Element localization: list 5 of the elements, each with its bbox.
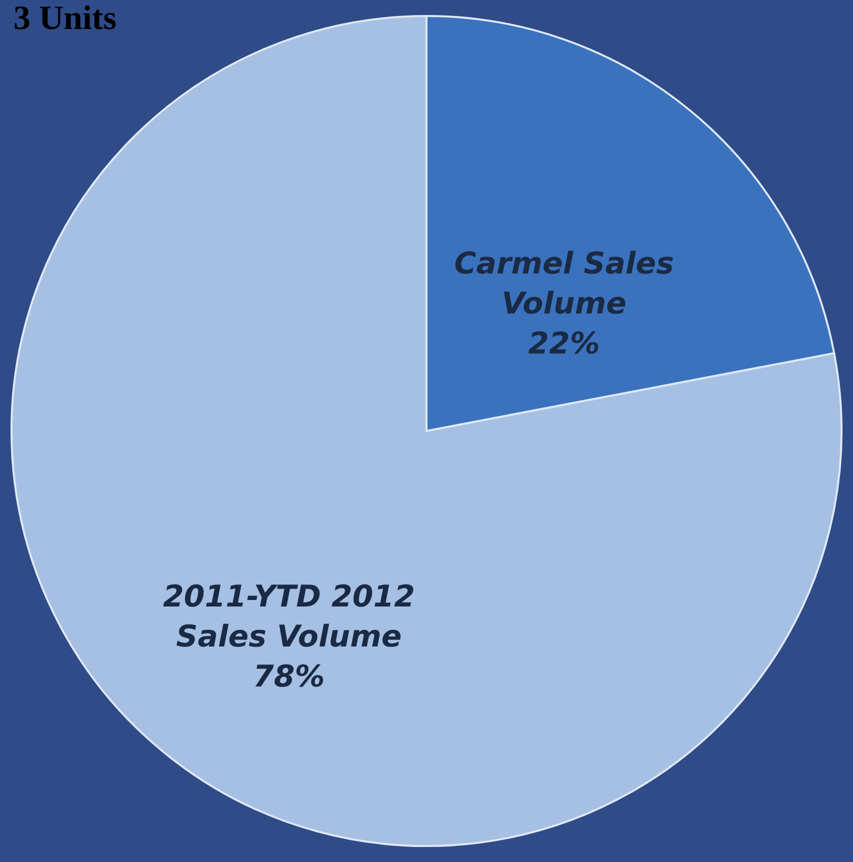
data-label: 22%	[528, 326, 600, 362]
slice-label: 2011-YTD 2012 Sales Volume	[162, 579, 415, 654]
slice-label: Carmel Sales Volume	[454, 246, 674, 322]
text: 3 Units	[14, 0, 116, 37]
data-label: 78%	[253, 659, 325, 694]
